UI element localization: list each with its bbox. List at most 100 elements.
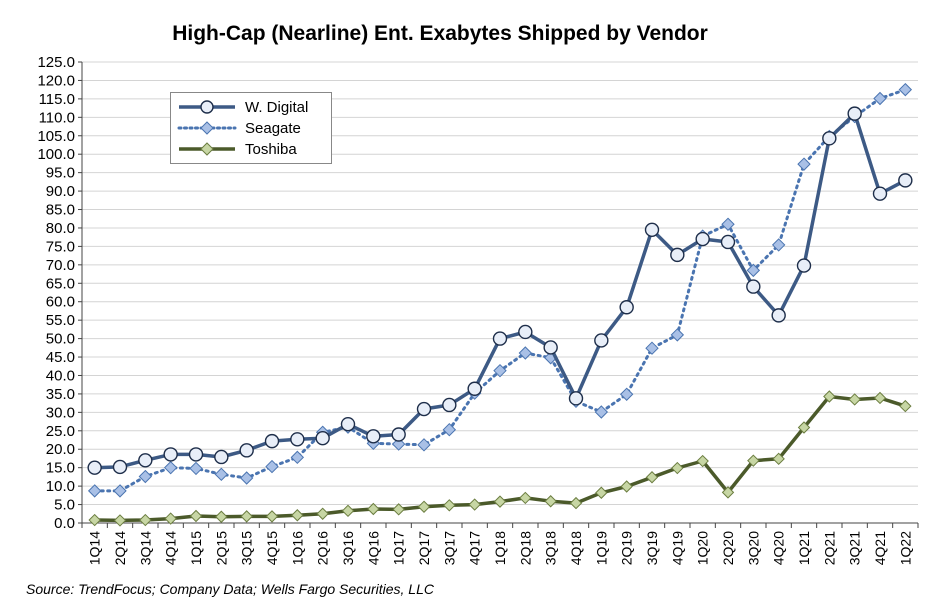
y-tick-label: 95.0 [46,165,75,182]
data-point [493,363,507,378]
x-tick-label: 4Q14 [163,531,179,565]
y-tick-label: 0.0 [54,515,75,532]
x-tick-label: 3Q14 [137,531,153,565]
data-point [620,480,633,493]
data-point [391,427,406,442]
data-point [214,467,229,482]
x-tick-label: 3Q16 [340,531,356,565]
data-point [87,460,102,475]
data-point [265,459,279,474]
x-tick-label: 2Q19 [619,531,635,565]
data-point [366,429,381,444]
data-point [442,422,457,437]
data-point [214,449,229,465]
data-point [112,459,128,475]
data-point [746,263,761,278]
x-tick-label: 3Q21 [847,531,863,565]
data-point [696,454,709,468]
y-tick-label: 30.0 [46,404,75,421]
data-point [797,157,811,171]
data-point [492,331,508,346]
y-tick-label: 115.0 [39,91,75,108]
x-tick-label: 4Q15 [264,531,280,565]
data-point [392,503,405,516]
x-tick-label: 4Q19 [669,531,685,565]
x-tick-label: 3Q18 [543,531,559,565]
data-point [746,279,761,294]
x-tick-label: 4Q16 [365,531,381,565]
data-point [316,507,329,520]
data-point [188,447,204,462]
data-point [189,461,203,476]
y-tick-label: 85.0 [46,202,75,219]
x-tick-label: 3Q20 [745,531,761,565]
data-point [163,460,178,475]
chart-title: High-Cap (Nearline) Ent. Exabytes Shippe… [172,22,708,45]
y-tick-label: 50.0 [46,331,75,348]
x-tick-label: 4Q18 [568,531,584,565]
series-line [94,111,907,470]
data-point [543,340,558,355]
data-point [442,397,457,413]
data-point [747,454,760,467]
y-tick-label: 10.0 [46,478,75,495]
data-point [645,471,659,484]
data-point [467,381,482,396]
data-point [290,432,305,447]
y-tick-label: 35.0 [46,386,75,403]
data-point [847,106,862,121]
x-tick-label: 2Q17 [416,531,432,565]
legend-label-seagate: Seagate [245,120,301,137]
data-point [823,390,836,403]
x-tick-label: 1Q21 [796,531,812,565]
x-tick-label: 4Q17 [467,531,483,565]
y-tick-label: 110.0 [39,109,75,126]
data-point [670,328,685,342]
legend-swatch-toshiba [179,142,235,156]
x-tick-label: 3Q19 [644,531,660,565]
data-point [240,510,253,523]
data-point [899,399,912,413]
y-tick-label: 15.0 [46,460,75,477]
data-point [138,453,153,468]
data-point [645,341,659,355]
data-point [671,461,684,475]
data-point [88,513,101,527]
data-point [644,222,660,238]
data-point [822,131,837,146]
series-0 [87,106,913,475]
data-point [315,430,330,446]
y-tick-label: 90.0 [46,183,75,200]
data-point [519,491,532,505]
legend: W. Digital Seagate Toshiba [170,92,332,164]
x-tick-label: 3Q15 [239,531,255,565]
data-point [872,186,888,201]
series-1 [87,82,913,498]
data-point [113,514,127,527]
data-point [796,258,812,273]
series-group [87,82,913,527]
data-point [264,433,280,449]
data-point [139,513,152,527]
y-tick-label: 25.0 [46,423,75,440]
data-point [721,217,735,231]
legend-label-wd: W. Digital [245,99,309,116]
data-point [670,247,685,263]
y-tick-label: 120.0 [37,72,75,89]
x-tick-label: 4Q20 [771,531,787,565]
y-tick-label: 40.0 [46,367,75,384]
data-point [594,333,609,348]
legend-swatch-seagate [177,121,237,135]
x-tick-label: 3Q17 [441,531,457,565]
y-tick-label: 55.0 [46,312,75,329]
x-tick-label: 1Q17 [391,531,407,565]
x-tick-label: 1Q20 [695,531,711,565]
x-tick-label: 2Q18 [517,531,533,565]
data-point [87,484,102,498]
x-tick-label: 1Q16 [289,531,305,565]
data-point [189,509,203,523]
data-point [873,91,887,106]
y-tick-label: 5.0 [54,497,75,514]
data-point [619,387,634,401]
